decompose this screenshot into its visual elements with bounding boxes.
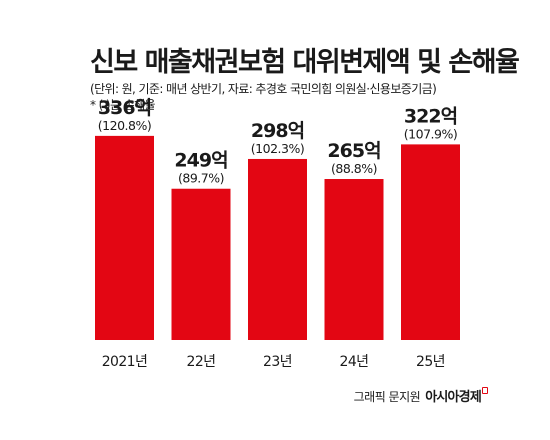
loss-ratio-label: (120.8%)	[98, 118, 151, 133]
loss-ratio-label: (102.3%)	[251, 141, 304, 156]
value-label: 265억	[327, 140, 380, 162]
chart-subtitle: (단위: 원, 기준: 매년 상반기, 자료: 추경호 국민의힘 의원실·신용보…	[90, 82, 437, 96]
bar	[401, 144, 460, 340]
graphic-credit: 그래픽 문지원	[353, 390, 421, 404]
category-label: 25년	[416, 354, 445, 370]
category-label: 2021년	[102, 354, 148, 370]
chart-title: 신보 매출채권보험 대위변제액 및 손해율	[90, 47, 520, 78]
value-label: 322억	[404, 105, 457, 127]
bar	[324, 179, 384, 340]
brand-logo: 아시아경제	[425, 390, 482, 405]
loss-ratio-label: (89.7%)	[178, 171, 224, 186]
category-label: 24년	[340, 354, 369, 370]
credit-line: 그래픽 문지원 아시아경제	[354, 386, 488, 405]
chart-note: * ( )는 손해율	[90, 98, 156, 112]
brand-mark-icon	[482, 387, 488, 394]
category-label: 23년	[263, 354, 292, 370]
bar	[95, 135, 154, 340]
bar	[171, 188, 231, 340]
loss-ratio-label: (107.9%)	[404, 126, 457, 141]
value-label: 298억	[251, 120, 304, 142]
value-label: 336억	[98, 97, 151, 119]
loss-ratio-label: (88.8%)	[331, 161, 377, 176]
value-label: 249억	[174, 150, 227, 172]
category-label: 22년	[187, 354, 216, 370]
bar	[248, 158, 307, 340]
